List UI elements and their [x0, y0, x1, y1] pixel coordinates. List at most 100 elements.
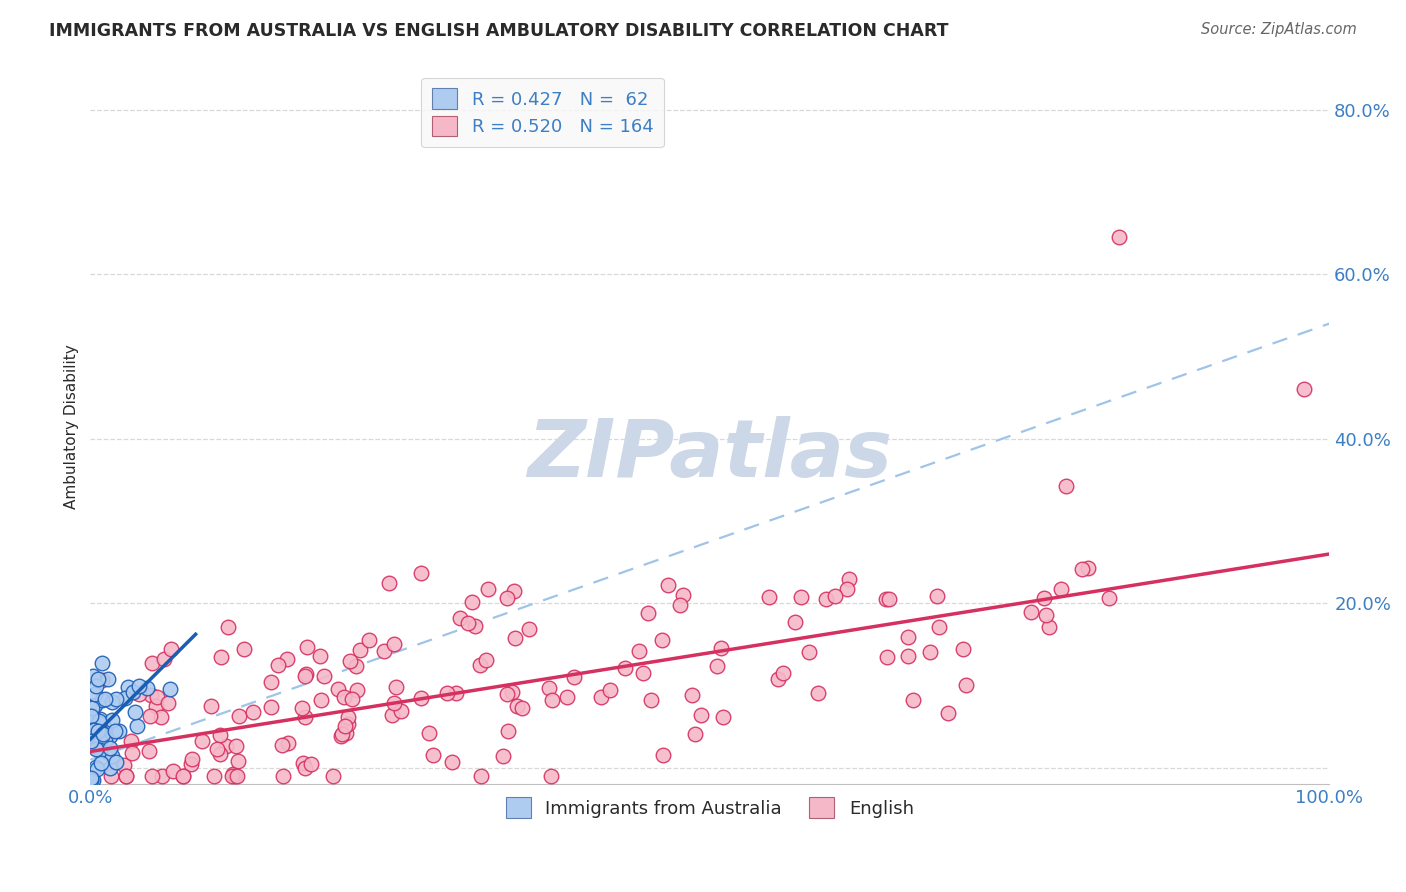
Point: [82, 710, 104, 724]
Point: [277, 736, 299, 750]
Point: [385, 681, 408, 695]
Point: [807, 686, 830, 700]
Point: [470, 769, 492, 783]
Point: [292, 756, 315, 771]
Point: [498, 723, 520, 738]
Point: [79, 731, 101, 745]
Point: [681, 688, 703, 702]
Point: [814, 592, 837, 607]
Point: [409, 691, 432, 706]
Point: [139, 709, 162, 723]
Point: [928, 620, 950, 634]
Point: [672, 588, 695, 602]
Point: [464, 619, 486, 633]
Text: Source: ZipAtlas.com: Source: ZipAtlas.com: [1201, 22, 1357, 37]
Point: [276, 652, 298, 666]
Point: [1032, 591, 1054, 605]
Point: [84, 698, 107, 713]
Point: [101, 695, 124, 709]
Point: [457, 615, 479, 630]
Point: [706, 658, 728, 673]
Point: [87, 738, 110, 752]
Point: [117, 680, 139, 694]
Point: [91, 693, 114, 707]
Point: [152, 651, 174, 665]
Point: [382, 696, 405, 710]
Point: [226, 755, 249, 769]
Point: [875, 592, 897, 607]
Point: [115, 769, 138, 783]
Point: [772, 665, 794, 680]
Point: [83, 723, 105, 737]
Point: [221, 769, 243, 783]
Point: [159, 682, 181, 697]
Point: [449, 610, 471, 624]
Point: [422, 747, 444, 762]
Point: [190, 734, 212, 748]
Point: [689, 708, 711, 723]
Point: [955, 678, 977, 692]
Point: [1108, 230, 1130, 244]
Point: [613, 660, 636, 674]
Text: ZIPatlas: ZIPatlas: [527, 416, 893, 494]
Point: [336, 710, 359, 724]
Y-axis label: Ambulatory Disability: Ambulatory Disability: [65, 344, 79, 508]
Point: [87, 730, 110, 744]
Point: [217, 620, 239, 634]
Point: [1038, 619, 1060, 633]
Point: [267, 657, 290, 672]
Point: [136, 681, 159, 696]
Point: [138, 744, 160, 758]
Point: [101, 713, 124, 727]
Point: [952, 642, 974, 657]
Point: [94, 692, 117, 706]
Point: [444, 685, 467, 699]
Point: [389, 704, 412, 718]
Point: [503, 631, 526, 645]
Point: [877, 592, 900, 607]
Point: [637, 606, 659, 620]
Point: [90, 725, 112, 739]
Point: [291, 701, 314, 715]
Point: [294, 761, 316, 775]
Point: [349, 643, 371, 657]
Point: [141, 769, 163, 783]
Point: [260, 700, 283, 714]
Point: [790, 590, 813, 604]
Point: [180, 756, 202, 771]
Point: [897, 648, 920, 663]
Point: [84, 687, 107, 701]
Point: [475, 653, 498, 667]
Point: [90, 756, 112, 770]
Point: [322, 769, 344, 783]
Point: [758, 590, 780, 604]
Point: [242, 705, 264, 719]
Point: [172, 769, 194, 783]
Point: [225, 739, 247, 753]
Point: [337, 717, 360, 731]
Point: [294, 669, 316, 683]
Point: [311, 693, 333, 707]
Point: [1035, 608, 1057, 623]
Point: [599, 683, 621, 698]
Point: [128, 687, 150, 701]
Point: [80, 708, 103, 723]
Point: [82, 739, 104, 754]
Point: [84, 742, 107, 756]
Point: [98, 761, 121, 775]
Point: [785, 615, 807, 629]
Point: [468, 657, 491, 672]
Point: [492, 748, 515, 763]
Point: [477, 582, 499, 597]
Point: [84, 760, 107, 774]
Point: [86, 762, 108, 776]
Point: [100, 769, 122, 783]
Point: [918, 645, 941, 659]
Point: [97, 672, 120, 686]
Point: [627, 644, 650, 658]
Point: [335, 725, 357, 739]
Point: [506, 699, 529, 714]
Point: [145, 699, 167, 714]
Point: [105, 755, 128, 769]
Point: [589, 690, 612, 704]
